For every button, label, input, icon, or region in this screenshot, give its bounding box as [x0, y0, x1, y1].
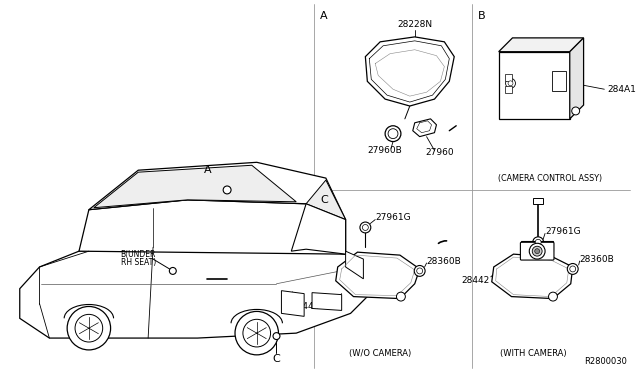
Text: A: A: [204, 165, 211, 175]
Polygon shape: [413, 119, 436, 137]
Text: (WITH CAMERA): (WITH CAMERA): [500, 349, 566, 358]
Polygon shape: [533, 198, 543, 204]
Circle shape: [273, 333, 280, 340]
Circle shape: [572, 107, 580, 115]
Bar: [504, 74, 511, 81]
Text: 284A1: 284A1: [607, 85, 636, 94]
Polygon shape: [499, 52, 570, 119]
Text: 28360B: 28360B: [580, 254, 614, 264]
Circle shape: [223, 186, 231, 194]
Text: R2800030: R2800030: [584, 357, 627, 366]
Circle shape: [570, 266, 576, 272]
Text: 28360B: 28360B: [427, 257, 461, 266]
Circle shape: [243, 319, 271, 347]
Circle shape: [235, 311, 278, 355]
Polygon shape: [365, 37, 454, 106]
Polygon shape: [336, 252, 420, 299]
Text: A: A: [320, 11, 328, 21]
Polygon shape: [312, 293, 342, 310]
Text: B(UNDER: B(UNDER: [120, 250, 156, 259]
Circle shape: [532, 237, 543, 248]
Circle shape: [417, 268, 422, 274]
Text: 28442: 28442: [461, 276, 490, 285]
Text: (W/O CAMERA): (W/O CAMERA): [349, 349, 412, 358]
Circle shape: [414, 266, 425, 276]
Polygon shape: [94, 165, 296, 208]
Circle shape: [362, 225, 369, 230]
Polygon shape: [346, 251, 364, 279]
Text: C: C: [320, 195, 328, 205]
Bar: [552, 71, 566, 91]
Text: C: C: [273, 354, 280, 364]
Polygon shape: [20, 247, 371, 338]
Text: (CAMERA CONTROL ASSY): (CAMERA CONTROL ASSY): [498, 174, 602, 183]
Polygon shape: [282, 291, 304, 316]
Text: 27961G: 27961G: [375, 213, 411, 222]
Circle shape: [170, 267, 176, 275]
Text: RH SEAT): RH SEAT): [120, 257, 156, 266]
Text: 27960B: 27960B: [368, 146, 403, 155]
Polygon shape: [79, 200, 346, 254]
FancyBboxPatch shape: [520, 242, 554, 260]
Circle shape: [388, 129, 398, 139]
Text: 28444+A: 28444+A: [291, 302, 333, 311]
Circle shape: [529, 243, 545, 259]
Circle shape: [548, 292, 557, 301]
Circle shape: [567, 263, 578, 275]
Text: B: B: [478, 11, 486, 21]
Circle shape: [396, 292, 405, 301]
Circle shape: [508, 81, 513, 86]
Circle shape: [385, 126, 401, 142]
Polygon shape: [492, 254, 573, 299]
Polygon shape: [499, 38, 584, 52]
Circle shape: [534, 249, 540, 254]
Bar: [504, 86, 511, 93]
Circle shape: [67, 307, 111, 350]
Circle shape: [75, 314, 102, 342]
Polygon shape: [89, 162, 346, 219]
Polygon shape: [570, 38, 584, 119]
Circle shape: [506, 78, 515, 88]
Circle shape: [535, 239, 541, 245]
Text: 27961G: 27961G: [545, 227, 580, 236]
Circle shape: [360, 222, 371, 233]
Text: 28228N: 28228N: [397, 20, 432, 29]
Polygon shape: [522, 241, 553, 251]
Circle shape: [532, 246, 542, 256]
Polygon shape: [291, 204, 346, 254]
Text: 27960: 27960: [425, 148, 454, 157]
Polygon shape: [306, 180, 346, 219]
